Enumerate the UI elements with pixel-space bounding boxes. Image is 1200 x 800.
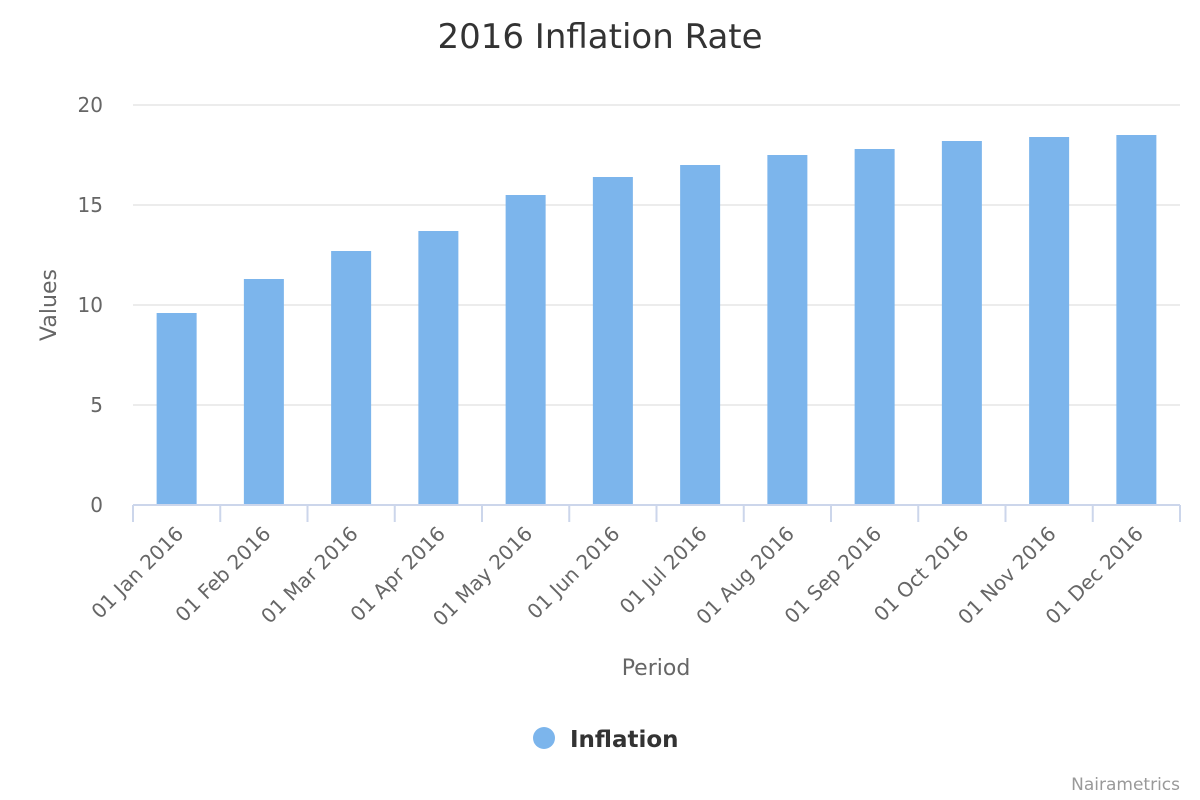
bar-6[interactable] — [592, 177, 633, 505]
bar-11[interactable] — [1029, 137, 1070, 505]
y-axis: 0 5 10 15 20 — [78, 93, 103, 517]
x-tick-label: 01 Jun 2016 — [522, 522, 624, 624]
credits-label[interactable]: Nairametrics — [1071, 775, 1180, 795]
legend-swatch-inflation[interactable] — [533, 727, 555, 749]
legend-label-inflation[interactable]: Inflation — [570, 727, 679, 753]
bar-7[interactable] — [680, 165, 721, 505]
bar-4[interactable] — [418, 231, 459, 505]
y-axis-title: Values — [37, 269, 62, 341]
bar-10[interactable] — [941, 141, 982, 505]
bar-8[interactable] — [767, 155, 808, 505]
bar-9[interactable] — [854, 149, 895, 505]
gridlines — [133, 104, 1180, 406]
bar-3[interactable] — [331, 251, 372, 505]
y-tick-label: 0 — [90, 493, 103, 517]
bar-1[interactable] — [156, 313, 197, 505]
x-tick-label: 01 Jul 2016 — [615, 522, 712, 619]
y-tick-label: 10 — [78, 293, 103, 317]
y-tick-label: 5 — [90, 393, 103, 417]
chart-title: 2016 Inflation Rate — [437, 17, 762, 57]
x-axis-title: Period — [622, 656, 691, 681]
bar-12[interactable] — [1116, 135, 1157, 505]
bar-2[interactable] — [243, 279, 284, 505]
legend[interactable]: Inflation — [533, 727, 679, 753]
bar-5[interactable] — [505, 195, 546, 505]
y-tick-label: 15 — [78, 193, 103, 217]
bars — [156, 135, 1157, 505]
y-tick-label: 20 — [78, 93, 103, 117]
